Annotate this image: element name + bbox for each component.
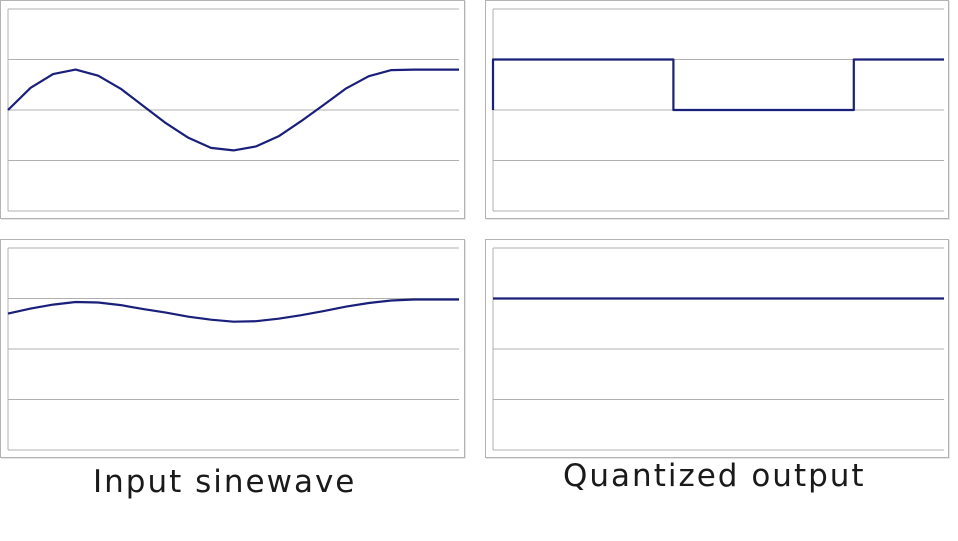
input-sinewave-chart-small <box>0 239 465 458</box>
chart-svg <box>7 247 459 451</box>
input-sinewave-chart-large <box>0 0 465 219</box>
quantized-output-chart-large <box>485 0 949 219</box>
quantized-output-chart-small <box>485 239 949 458</box>
series-line <box>491 58 944 112</box>
series-line <box>7 68 459 152</box>
input-sinewave-caption: Input sinewave <box>93 464 357 500</box>
series-line <box>7 298 459 323</box>
chart-svg <box>491 8 944 212</box>
quantized-output-caption: Quantized output <box>563 458 866 494</box>
chart-svg <box>492 247 944 451</box>
chart-svg <box>7 8 459 212</box>
